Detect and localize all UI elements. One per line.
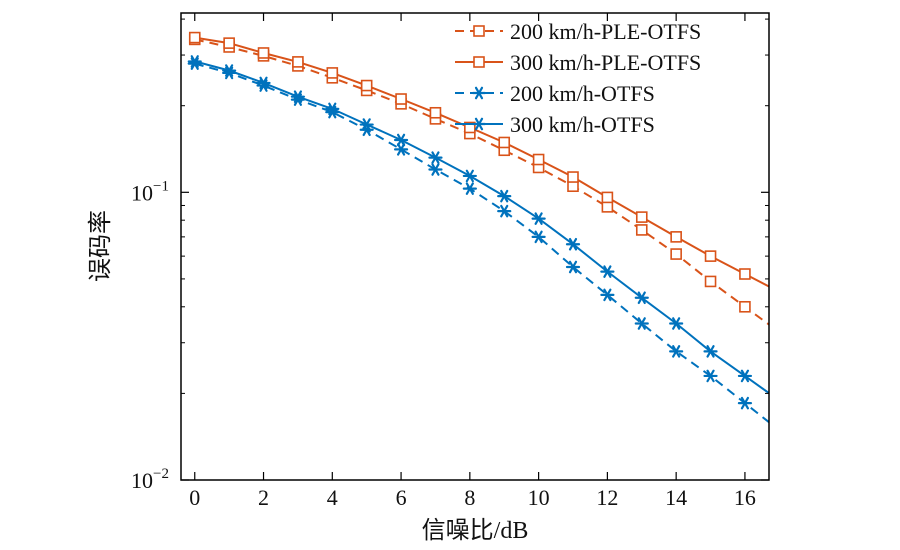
data-point [532,153,545,166]
series-4 [187,55,769,395]
data-point [669,345,684,358]
x-tick-label: 8 [464,485,475,510]
data-point [601,191,614,204]
series-1 [188,33,769,326]
data-point [739,300,751,313]
data-point [464,121,476,134]
data-point [429,106,442,119]
x-tick-label: 10 [528,485,550,510]
legend-label: 300 km/h-OTFS [510,112,655,137]
x-tick-label: 14 [665,485,687,510]
series-line [194,36,769,288]
legend-swatch-marker [471,86,487,100]
data-point [393,143,409,156]
data-point [634,291,649,305]
data-point [704,250,717,262]
legend-label: 200 km/h-PLE-OTFS [510,19,701,44]
series-line [194,62,769,424]
data-point [565,260,581,274]
x-tick-label: 6 [396,485,407,510]
data-point [326,67,339,79]
data-point [290,90,306,103]
plot-frame [180,12,770,481]
x-axis-title: 信噪比/dB [422,517,529,544]
x-tick-label: 4 [327,485,338,510]
data-point [565,237,581,251]
data-point [428,163,443,176]
data-point [462,169,477,183]
data-point [395,93,407,105]
data-point [360,79,373,92]
data-point [703,345,718,358]
x-tick-label: 12 [596,485,618,510]
data-point [670,231,682,243]
data-point [188,31,201,44]
data-point [567,171,579,183]
legend-label: 200 km/h-OTFS [510,81,655,106]
data-point [635,224,648,236]
legend-label: 300 km/h-PLE-OTFS [510,50,701,75]
data-point [497,204,512,218]
data-point [223,37,235,49]
data-point [601,201,614,213]
data-point [739,268,751,280]
data-point [256,76,271,90]
series-2 [188,31,769,288]
x-tick-label: 16 [734,485,756,510]
data-point [669,317,684,330]
data-point [497,189,512,203]
data-point [292,56,304,68]
data-point [531,230,546,244]
data-point [359,118,374,131]
x-tick-label: 2 [258,485,269,510]
data-point [498,136,511,149]
y-tick-label: 10−2 [131,466,169,493]
data-point [703,369,718,383]
y-axis-title: 误码率 [87,210,114,282]
data-point [325,102,340,116]
x-tick-label: 0 [189,485,200,510]
data-point [187,55,202,68]
y-tick-label: 10−1 [131,178,169,205]
data-point [704,275,717,288]
data-point [187,57,202,70]
data-point [531,212,546,225]
data-point [462,182,477,195]
series-layer [187,31,769,424]
data-point [737,369,753,383]
data-point [634,317,649,330]
data-point [600,288,615,302]
data-point [393,133,409,147]
data-point [635,211,648,223]
legend-swatch-marker [473,25,485,37]
legend: 200 km/h-PLE-OTFS 300 km/h-PLE-OTFS 200 km… [455,19,701,137]
data-point [257,47,270,59]
data-point [600,265,615,278]
data-point [737,396,753,410]
legend-swatch-marker [473,56,485,68]
data-point [670,248,682,260]
data-point [428,151,443,164]
series-line [194,60,769,395]
ticks-layer: 0 2 4 6 8 10 12 14 16 10−1 10−2 [131,13,769,510]
data-point [222,64,237,77]
legend-swatch-marker [471,117,487,131]
